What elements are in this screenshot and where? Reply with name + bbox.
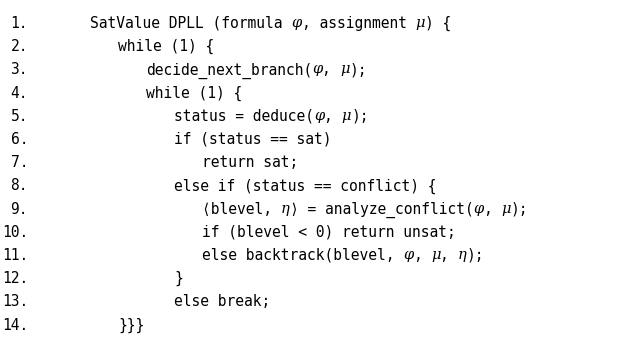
Text: μ: μ <box>431 248 440 262</box>
Text: ,: , <box>440 248 458 263</box>
Text: );: ); <box>467 248 484 263</box>
Text: 2.: 2. <box>10 39 28 54</box>
Text: μ: μ <box>415 16 425 30</box>
Text: ) {: ) { <box>425 16 451 31</box>
Text: else if (status == conflict) {: else if (status == conflict) { <box>174 178 436 194</box>
Text: 6.: 6. <box>10 132 28 147</box>
Text: decide_next_branch(: decide_next_branch( <box>146 62 312 79</box>
Text: 1.: 1. <box>10 16 28 31</box>
Text: 11.: 11. <box>2 248 28 263</box>
Text: );: ); <box>351 109 369 124</box>
Text: ,: , <box>413 248 431 263</box>
Text: μ: μ <box>340 62 349 76</box>
Text: ⟩ = analyze_conflict(: ⟩ = analyze_conflict( <box>289 202 473 218</box>
Text: 13.: 13. <box>2 295 28 310</box>
Text: φ: φ <box>312 62 323 76</box>
Text: φ: φ <box>403 248 413 262</box>
Text: if (blevel < 0) return unsat;: if (blevel < 0) return unsat; <box>202 225 456 240</box>
Text: φ: φ <box>473 202 483 216</box>
Text: status = deduce(: status = deduce( <box>174 109 314 124</box>
Text: η: η <box>458 248 467 262</box>
Text: else backtrack(blevel,: else backtrack(blevel, <box>202 248 403 263</box>
Text: while (1) {: while (1) { <box>146 86 243 101</box>
Text: μ: μ <box>501 202 511 216</box>
Text: return sat;: return sat; <box>202 155 298 170</box>
Text: μ: μ <box>342 109 351 123</box>
Text: 7.: 7. <box>10 155 28 170</box>
Text: 14.: 14. <box>2 318 28 333</box>
Text: φ: φ <box>291 16 301 30</box>
Text: 9.: 9. <box>10 202 28 217</box>
Text: SatValue DPLL (formula: SatValue DPLL (formula <box>90 16 291 31</box>
Text: φ: φ <box>314 109 324 123</box>
Text: , assignment: , assignment <box>301 16 415 31</box>
Text: if (status == sat): if (status == sat) <box>174 132 332 147</box>
Text: 8.: 8. <box>10 178 28 193</box>
Text: }: } <box>174 271 183 287</box>
Text: );: ); <box>511 202 528 217</box>
Text: ⟨blevel,: ⟨blevel, <box>202 202 281 217</box>
Text: 4.: 4. <box>10 86 28 101</box>
Text: );: ); <box>349 62 367 77</box>
Text: 3.: 3. <box>10 62 28 77</box>
Text: 5.: 5. <box>10 109 28 124</box>
Text: ,: , <box>323 62 340 77</box>
Text: ,: , <box>483 202 501 217</box>
Text: 10.: 10. <box>2 225 28 240</box>
Text: while (1) {: while (1) { <box>118 39 214 54</box>
Text: }}}: }}} <box>118 318 144 333</box>
Text: 12.: 12. <box>2 271 28 286</box>
Text: η: η <box>281 202 289 216</box>
Text: ,: , <box>324 109 342 124</box>
Text: else break;: else break; <box>174 295 270 310</box>
